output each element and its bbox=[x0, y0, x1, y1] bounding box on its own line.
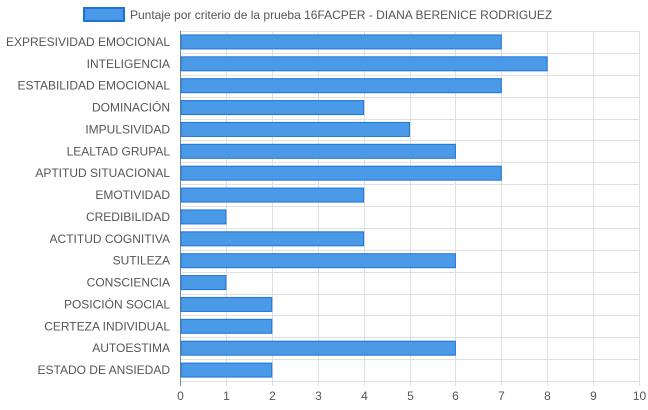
x-tick-label: 5 bbox=[407, 389, 414, 403]
bars bbox=[180, 34, 548, 378]
x-tick-label: 9 bbox=[590, 389, 597, 403]
x-tick-label: 3 bbox=[315, 389, 322, 403]
legend-swatch bbox=[83, 7, 125, 22]
category-label: ESTABILIDAD EMOCIONAL bbox=[18, 79, 171, 93]
x-tick-label: 1 bbox=[223, 389, 230, 403]
category-label: CREDIBILIDAD bbox=[86, 210, 170, 224]
bar[interactable] bbox=[180, 121, 410, 137]
bar[interactable] bbox=[180, 143, 456, 159]
bar[interactable] bbox=[180, 56, 548, 72]
category-label: ESTADO DE ANSIEDAD bbox=[38, 363, 171, 377]
category-label: DOMINACIÓN bbox=[92, 100, 170, 115]
x-axis-tick-labels: 0 1 2 3 4 5 6 7 8 9 10 bbox=[177, 389, 646, 403]
category-label: SUTILEZA bbox=[113, 254, 170, 268]
category-label: IMPULSIVIDAD bbox=[85, 122, 170, 136]
x-tick-label: 6 bbox=[452, 389, 459, 403]
category-label: AUTOESTIMA bbox=[92, 341, 170, 355]
category-label: CONSCIENCIA bbox=[87, 276, 170, 290]
x-tick-label: 10 bbox=[633, 389, 647, 403]
legend[interactable]: Puntaje por criterio de la prueba 16FACP… bbox=[83, 7, 552, 22]
category-label: POSICIÓN SOCIAL bbox=[64, 296, 170, 311]
category-labels: EXPRESIVIDAD EMOCIONAL INTELIGENCIA ESTABI… bbox=[6, 35, 170, 377]
bar[interactable] bbox=[180, 34, 502, 50]
bar[interactable] bbox=[180, 340, 456, 356]
bar[interactable] bbox=[180, 78, 502, 94]
bar[interactable] bbox=[180, 318, 273, 334]
bar[interactable] bbox=[180, 296, 273, 312]
category-label: LEALTAD GRUPAL bbox=[67, 144, 171, 158]
x-tick-label: 8 bbox=[544, 389, 551, 403]
x-tick-label: 7 bbox=[498, 389, 505, 403]
category-label: ACTITUD COGNITIVA bbox=[50, 232, 170, 246]
category-label: APTITUD SITUACIONAL bbox=[35, 166, 170, 180]
x-tick-label: 0 bbox=[177, 389, 184, 403]
bar[interactable] bbox=[180, 275, 227, 291]
bar[interactable] bbox=[180, 165, 502, 181]
legend-label: Puntaje por criterio de la prueba 16FACP… bbox=[130, 8, 552, 22]
x-tick-label: 4 bbox=[361, 389, 368, 403]
grid bbox=[180, 31, 640, 386]
x-tick-label: 2 bbox=[269, 389, 276, 403]
category-label: INTELIGENCIA bbox=[87, 57, 170, 71]
bar[interactable] bbox=[180, 209, 227, 225]
bar[interactable] bbox=[180, 100, 365, 116]
category-label: EXPRESIVIDAD EMOCIONAL bbox=[6, 35, 170, 49]
category-label: CERTEZA INDIVIDUAL bbox=[44, 319, 170, 333]
bar[interactable] bbox=[180, 253, 456, 269]
category-label: EMOTIVIDAD bbox=[95, 188, 170, 202]
bar[interactable] bbox=[180, 187, 365, 203]
bar[interactable] bbox=[180, 231, 365, 247]
bar[interactable] bbox=[180, 362, 273, 378]
